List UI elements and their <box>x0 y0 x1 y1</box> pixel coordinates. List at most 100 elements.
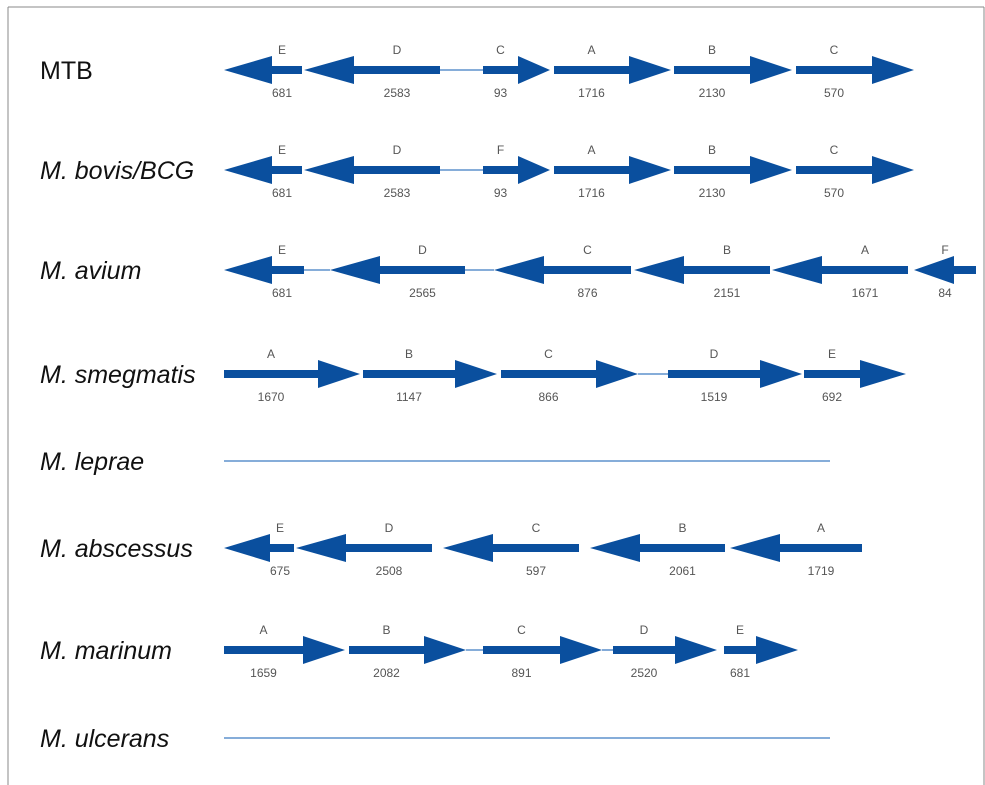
gene-arrow-m-avium-b-3 <box>634 256 770 284</box>
gene-arrow-m-marinum-e-4 <box>724 636 798 664</box>
gene-length-label: 681 <box>272 286 292 300</box>
gene-arrow-m-abscessus-b-3 <box>590 534 725 562</box>
gene-length-label: 1519 <box>701 390 728 404</box>
gene-arrow-m-bovis-bcg-e-0 <box>224 156 302 184</box>
gene-name-label: C <box>517 623 526 637</box>
gene-name-label: D <box>385 521 394 535</box>
gene-length-label: 597 <box>526 564 546 578</box>
gene-arrow-m-bovis-bcg-c-5 <box>796 156 914 184</box>
gene-arrow-m-smegmatis-c-2 <box>501 360 638 388</box>
gene-arrow-mtb-c-5 <box>796 56 914 84</box>
gene-length-label: 675 <box>270 564 290 578</box>
gene-arrow-mtb-d-1 <box>304 56 440 84</box>
gene-length-label: 1671 <box>852 286 879 300</box>
gene-length-label: 681 <box>272 86 292 100</box>
gene-name-label: C <box>496 43 505 57</box>
gene-arrow-m-smegmatis-d-3 <box>668 360 802 388</box>
gene-name-label: E <box>278 143 286 157</box>
gene-arrow-m-bovis-bcg-f-2 <box>483 156 550 184</box>
gene-arrow-m-avium-e-0 <box>224 256 304 284</box>
gene-arrow-m-marinum-c-2 <box>483 636 602 664</box>
gene-length-label: 2508 <box>376 564 403 578</box>
species-label-m-ulcerans: M. ulcerans <box>40 725 169 753</box>
gene-length-label: 2061 <box>669 564 696 578</box>
gene-arrow-m-bovis-bcg-b-4 <box>674 156 792 184</box>
species-label-m-leprae: M. leprae <box>40 448 144 476</box>
gene-name-label: F <box>497 143 504 157</box>
gene-name-label: D <box>393 43 402 57</box>
gene-length-label: 1716 <box>578 186 605 200</box>
gene-length-label: 93 <box>494 186 508 200</box>
gene-name-label: E <box>828 347 836 361</box>
gene-arrow-m-abscessus-e-0 <box>224 534 294 562</box>
gene-name-label: C <box>532 521 541 535</box>
gene-arrow-m-avium-d-1 <box>330 256 465 284</box>
gene-length-label: 1147 <box>396 390 422 404</box>
gene-name-label: D <box>640 623 649 637</box>
gene-arrow-m-marinum-b-1 <box>349 636 466 664</box>
gene-name-label: B <box>405 347 413 361</box>
gene-arrow-m-smegmatis-a-0 <box>224 360 360 388</box>
gene-name-label: A <box>817 521 825 535</box>
gene-name-label: B <box>723 243 731 257</box>
gene-length-label: 2583 <box>384 186 411 200</box>
gene-length-label: 1659 <box>250 666 277 680</box>
gene-name-label: B <box>382 623 390 637</box>
gene-name-label: A <box>587 143 595 157</box>
gene-arrow-mtb-a-3 <box>554 56 671 84</box>
gene-length-label: 93 <box>494 86 508 100</box>
gene-name-label: E <box>276 521 284 535</box>
gene-arrow-m-marinum-a-0 <box>224 636 345 664</box>
species-label-m-avium: M. avium <box>40 257 141 285</box>
gene-length-label: 681 <box>272 186 292 200</box>
gene-name-label: A <box>267 347 275 361</box>
gene-arrow-m-abscessus-c-2 <box>443 534 579 562</box>
gene-arrow-m-bovis-bcg-d-1 <box>304 156 440 184</box>
gene-length-label: 1716 <box>578 86 605 100</box>
gene-name-label: C <box>544 347 553 361</box>
gene-length-label: 2151 <box>714 286 741 300</box>
species-label-mtb: MTB <box>40 57 93 85</box>
gene-length-label: 681 <box>730 666 750 680</box>
gene-name-label: C <box>583 243 592 257</box>
gene-name-label: B <box>678 521 686 535</box>
gene-name-label: D <box>393 143 402 157</box>
gene-name-label: A <box>861 243 869 257</box>
gene-length-label: 570 <box>824 186 844 200</box>
species-label-m-marinum: M. marinum <box>40 637 172 665</box>
gene-name-label: C <box>830 143 839 157</box>
species-label-m-bovis-bcg: M. bovis/BCG <box>40 157 194 185</box>
gene-name-label: F <box>941 243 948 257</box>
gene-length-label: 2130 <box>699 86 726 100</box>
gene-arrow-m-abscessus-a-4 <box>730 534 862 562</box>
gene-length-label: 876 <box>577 286 597 300</box>
species-label-m-abscessus: M. abscessus <box>40 535 193 563</box>
gene-length-label: 84 <box>938 286 952 300</box>
gene-length-label: 891 <box>511 666 531 680</box>
gene-length-label: 2565 <box>409 286 436 300</box>
gene-length-label: 1719 <box>808 564 835 578</box>
gene-length-label: 1670 <box>258 390 285 404</box>
gene-length-label: 2520 <box>631 666 658 680</box>
gene-name-label: D <box>418 243 427 257</box>
gene-arrow-m-smegmatis-e-4 <box>804 360 906 388</box>
species-label-m-smegmatis: M. smegmatis <box>40 361 196 389</box>
gene-length-label: 2082 <box>373 666 400 680</box>
gene-arrow-m-bovis-bcg-a-3 <box>554 156 671 184</box>
gene-name-label: B <box>708 143 716 157</box>
gene-name-label: B <box>708 43 716 57</box>
gene-name-label: E <box>278 43 286 57</box>
gene-arrow-m-marinum-d-3 <box>613 636 717 664</box>
gene-arrow-m-smegmatis-b-1 <box>363 360 497 388</box>
gene-arrow-m-avium-c-2 <box>494 256 631 284</box>
gene-arrow-mtb-c-2 <box>483 56 550 84</box>
gene-length-label: 2130 <box>699 186 726 200</box>
gene-arrow-mtb-b-4 <box>674 56 792 84</box>
gene-arrow-m-abscessus-d-1 <box>296 534 432 562</box>
gene-length-label: 866 <box>538 390 558 404</box>
gene-name-label: A <box>259 623 267 637</box>
gene-length-label: 692 <box>822 390 842 404</box>
gene-arrow-mtb-e-0 <box>224 56 302 84</box>
gene-arrow-m-avium-f-5 <box>914 256 976 284</box>
